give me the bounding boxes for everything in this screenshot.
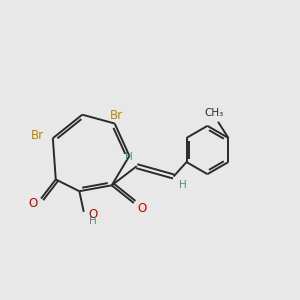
Text: H: H	[124, 152, 132, 162]
Text: H: H	[178, 180, 186, 190]
Text: O: O	[28, 197, 38, 210]
Text: Br: Br	[31, 129, 44, 142]
Text: O: O	[137, 202, 147, 215]
Text: Br: Br	[110, 109, 123, 122]
Text: O: O	[88, 208, 97, 221]
Text: CH₃: CH₃	[204, 109, 223, 118]
Text: H: H	[89, 216, 97, 226]
